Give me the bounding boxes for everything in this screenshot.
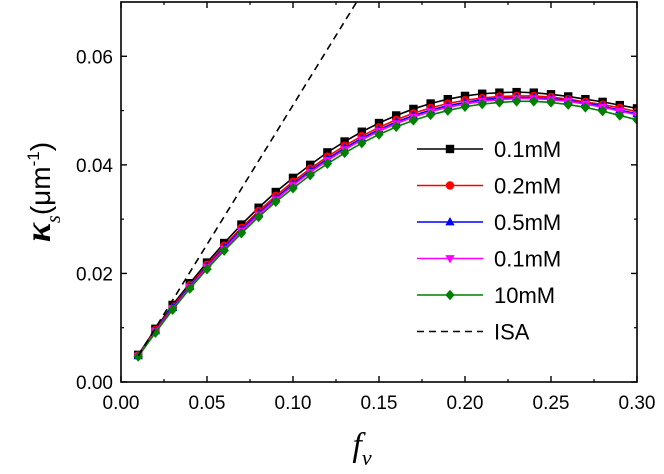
series-3 — [133, 92, 637, 360]
x-tick-label: 0.10 — [275, 393, 312, 414]
legend-entry: 0.1mM — [417, 137, 561, 162]
data-point — [529, 96, 539, 107]
data-point — [460, 91, 470, 101]
series-1 — [134, 87, 637, 360]
data-point — [339, 147, 350, 159]
y-tick-label: 0.04 — [76, 156, 113, 177]
series-line — [137, 2, 358, 357]
data-point — [408, 115, 419, 126]
data-point — [305, 169, 315, 181]
y-tick-label: 0.00 — [76, 373, 113, 394]
data-point — [323, 148, 332, 157]
legend-label: 0.1mM — [494, 137, 561, 162]
legend: 0.1mM 0.2mM 0.5mM 0.1mM 10mM ISA — [417, 137, 561, 345]
x-tick-label: 0.00 — [103, 393, 140, 414]
data-point — [374, 118, 384, 128]
x-tick-label: 0.30 — [619, 393, 656, 414]
data-point — [477, 98, 487, 110]
legend-marker — [445, 289, 455, 301]
data-point — [322, 158, 333, 170]
y-axis-title-unit: (μm — [25, 166, 56, 215]
data-point — [236, 228, 247, 239]
data-point — [185, 283, 195, 294]
x-axis-title-sub: v — [362, 445, 372, 470]
data-point — [615, 110, 625, 121]
y-axis-title-close: ) — [25, 142, 56, 151]
y-axis-title-exp: -1 — [24, 151, 43, 166]
data-point — [478, 89, 487, 98]
legend-marker — [445, 144, 455, 154]
series-4 — [133, 95, 637, 361]
legend-label: 10mM — [494, 283, 555, 308]
data-point — [443, 94, 452, 104]
series-2 — [134, 91, 637, 360]
legend-entry: 0.2mM — [417, 174, 561, 199]
series-line — [137, 97, 637, 357]
series-line — [137, 96, 637, 357]
ticks-layer: 0.00 0.05 0.10 0.15 0.20 0.25 0.30 0.00 0.02 0.04… — [76, 2, 655, 414]
data-point — [580, 102, 591, 113]
legend-entry: ISA — [417, 320, 530, 345]
data-point — [597, 105, 608, 117]
data-point — [271, 196, 281, 208]
data-point — [425, 109, 436, 121]
legend-entry: 10mM — [417, 283, 555, 308]
series-5 — [133, 96, 637, 362]
data-point — [253, 211, 264, 223]
data-point — [563, 99, 573, 110]
data-point — [391, 121, 401, 133]
data-point — [494, 97, 505, 108]
legend-label: 0.5mM — [494, 210, 561, 235]
legend-entry: 0.5mM — [417, 210, 561, 235]
data-point — [374, 129, 384, 140]
data-point — [357, 137, 367, 149]
x-tick-label: 0.15 — [361, 393, 398, 414]
x-tick-label: 0.25 — [533, 393, 570, 414]
legend-label: ISA — [494, 320, 530, 345]
data-point — [133, 351, 143, 362]
data-point — [426, 99, 435, 108]
y-axis-title: κs(μm-1) — [18, 142, 65, 242]
series-6 — [137, 2, 358, 357]
data-point — [288, 182, 298, 194]
data-point — [392, 111, 401, 120]
x-tick-label: 0.05 — [189, 393, 226, 414]
legend-label: 0.2mM — [494, 174, 561, 199]
data-point — [546, 97, 556, 108]
y-axis-title-sub: s — [43, 215, 65, 223]
data-point — [167, 304, 178, 316]
series-layer — [133, 2, 637, 362]
legend-marker — [445, 255, 455, 264]
y-tick-label: 0.02 — [76, 264, 113, 285]
data-point — [511, 96, 522, 107]
series-line — [137, 100, 637, 357]
x-axis-title: fv — [352, 427, 371, 470]
data-point — [460, 101, 470, 113]
data-point — [357, 127, 366, 136]
x-tick-label: 0.20 — [447, 393, 484, 414]
legend-entry: 0.1mM — [417, 247, 561, 272]
y-tick-label: 0.06 — [76, 47, 113, 68]
data-point — [340, 137, 349, 146]
data-point — [443, 105, 453, 116]
data-point — [219, 245, 229, 256]
data-point — [202, 263, 212, 275]
legend-label: 0.1mM — [494, 247, 561, 272]
data-point — [150, 327, 161, 338]
y-axis-title-main: κ — [18, 222, 58, 242]
data-point — [409, 104, 418, 114]
data-point — [632, 114, 637, 126]
data-point — [632, 111, 637, 120]
legend-marker — [445, 216, 455, 226]
series-line — [137, 95, 637, 356]
legend-marker — [445, 181, 455, 190]
